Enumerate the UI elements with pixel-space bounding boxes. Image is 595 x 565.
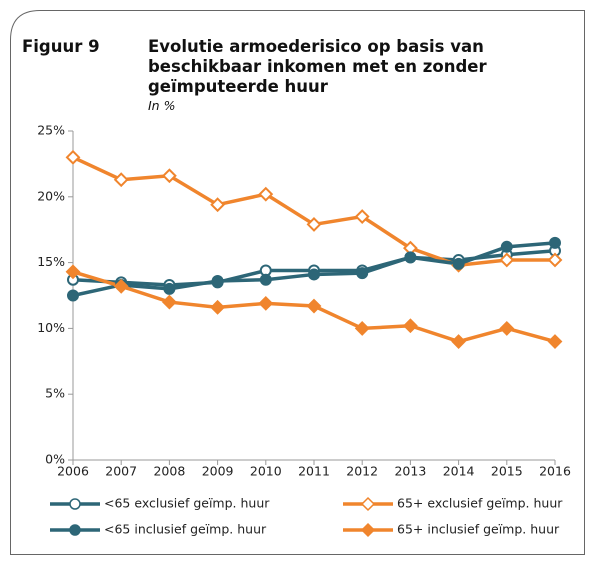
x-tick-label: 2006 — [57, 464, 89, 479]
point — [499, 320, 515, 336]
point — [547, 334, 563, 349]
point — [65, 149, 81, 165]
x-tick-label: 2016 — [539, 464, 571, 479]
legend-label: <65 exclusief geïmp. huur — [104, 496, 270, 511]
point — [211, 275, 224, 288]
point — [547, 252, 563, 268]
point — [65, 264, 81, 280]
point — [451, 334, 467, 349]
point — [549, 236, 561, 249]
point — [113, 278, 129, 294]
legend-marker — [69, 524, 81, 536]
point — [308, 268, 320, 281]
x-tick-label: 2014 — [443, 464, 475, 479]
point — [210, 299, 226, 315]
x-tick-label: 2008 — [153, 464, 185, 479]
point — [163, 282, 176, 295]
y-tick-label: 15% — [37, 254, 65, 269]
point — [356, 267, 369, 280]
point — [354, 320, 370, 336]
series-line — [72, 155, 555, 268]
y-tick-label: 10% — [37, 320, 65, 335]
point — [161, 294, 177, 310]
x-tick-label: 2010 — [250, 464, 282, 479]
chart-title: Evolutie armoederisico op basis van besc… — [148, 37, 487, 96]
y-tick-label: 25% — [37, 123, 65, 138]
point — [402, 318, 418, 334]
figure-label: Figuur 9 — [22, 37, 100, 56]
point — [258, 186, 274, 202]
frame — [10, 10, 585, 555]
chart-subtitle: In % — [148, 98, 176, 113]
point — [113, 172, 129, 188]
x-tick-label: 2011 — [298, 464, 330, 479]
point — [306, 298, 322, 314]
legend-label: 65+ exclusief geïmp. huur — [397, 496, 563, 511]
point — [354, 209, 370, 224]
point — [500, 240, 513, 253]
point — [404, 251, 417, 264]
legend-label: <65 inclusief geïmp. huur — [104, 522, 267, 537]
y-tick-label: 20% — [37, 188, 65, 203]
point — [210, 197, 226, 213]
point — [67, 289, 79, 302]
legend-label: 65+ inclusief geïmp. huur — [397, 522, 560, 537]
x-tick-label: 2007 — [105, 464, 137, 479]
point — [161, 168, 177, 184]
x-tick-label: 2015 — [491, 464, 523, 479]
x-tick-label: 2013 — [394, 464, 426, 479]
x-tick-label: 2009 — [202, 464, 234, 479]
point — [306, 217, 322, 232]
point — [499, 252, 515, 268]
y-tick-label: 0% — [45, 452, 65, 467]
y-tick-label: 5% — [45, 386, 65, 401]
legend-marker — [360, 496, 376, 512]
point — [452, 257, 465, 270]
point — [259, 273, 272, 286]
x-tick-label: 2012 — [346, 464, 378, 479]
point — [258, 295, 274, 311]
legend-marker — [69, 498, 81, 510]
legend-marker — [360, 522, 376, 538]
